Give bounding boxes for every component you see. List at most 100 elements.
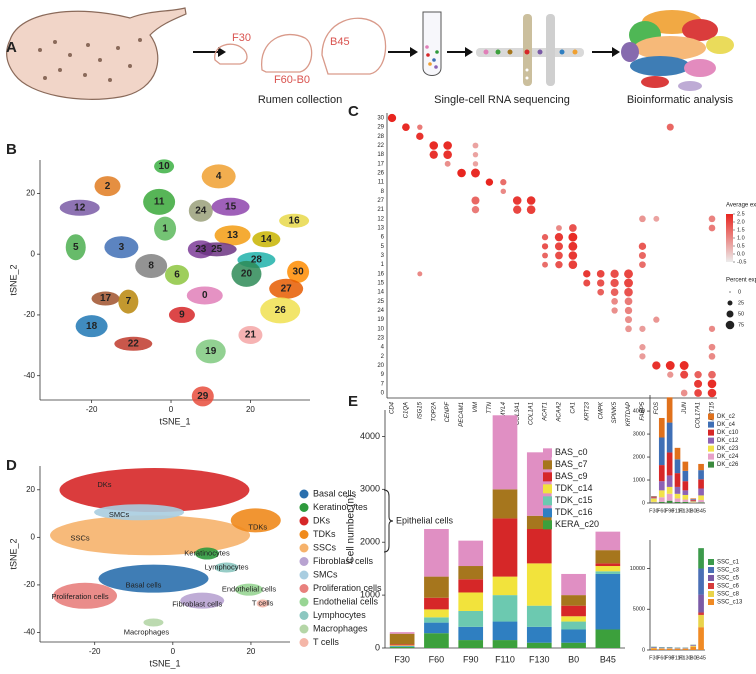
y-tick-label: 4000 bbox=[633, 409, 645, 415]
bar-segment bbox=[698, 502, 704, 503]
gene-label: COL3A1 bbox=[515, 402, 521, 425]
cell-cloud bbox=[214, 562, 239, 573]
bar-segment bbox=[424, 597, 449, 610]
legend-swatch bbox=[299, 530, 309, 539]
row-label: 16 bbox=[377, 271, 384, 277]
bar-segment bbox=[651, 501, 657, 503]
y-tick-label: 2000 bbox=[633, 454, 645, 460]
legend-swatch bbox=[299, 557, 309, 566]
calf-b45 bbox=[321, 17, 387, 75]
bar-segment bbox=[658, 497, 665, 502]
step-label: Single-cell RNA sequencing bbox=[434, 94, 570, 106]
dot bbox=[500, 179, 507, 186]
bar-segment bbox=[526, 529, 552, 564]
dot bbox=[472, 142, 479, 149]
dot bbox=[471, 168, 480, 178]
bar-segment bbox=[424, 617, 449, 623]
gene-label: MYL4 bbox=[501, 401, 507, 417]
row-label: 26 bbox=[377, 171, 384, 177]
cell-type-label: SMCs bbox=[109, 510, 130, 519]
dot bbox=[639, 353, 646, 360]
bar-segment bbox=[458, 566, 484, 580]
legend-swatch bbox=[543, 460, 552, 470]
legend-label: DK_c10 bbox=[717, 430, 739, 436]
gene-label: FOS bbox=[654, 402, 660, 414]
color-bar bbox=[726, 214, 733, 262]
legend-label: Fibroblast cells bbox=[313, 556, 374, 566]
legend-swatch bbox=[708, 575, 714, 581]
dot bbox=[555, 260, 563, 269]
y-tick-label: -40 bbox=[23, 628, 35, 637]
bar-segment bbox=[424, 529, 449, 577]
legend-swatch bbox=[299, 503, 309, 512]
bar-segment bbox=[595, 629, 621, 648]
bar-segment bbox=[658, 417, 665, 438]
droplets bbox=[483, 49, 578, 80]
cluster-cloud bbox=[104, 236, 139, 259]
size-swatch bbox=[727, 300, 733, 306]
y-tick-label: 0 bbox=[642, 500, 645, 506]
y-tick-label: 0 bbox=[31, 249, 36, 258]
channel bbox=[546, 14, 555, 86]
legend-swatch bbox=[543, 484, 552, 494]
y-tick-label: 10000 bbox=[630, 566, 645, 572]
dot bbox=[624, 287, 633, 297]
row-label: 3 bbox=[381, 253, 385, 259]
dot bbox=[707, 388, 717, 398]
cell-cloud bbox=[143, 618, 164, 627]
cluster-label: 2 bbox=[105, 181, 111, 192]
dot bbox=[597, 288, 605, 296]
x-tick-label: F90 bbox=[665, 508, 674, 514]
dot bbox=[554, 233, 564, 242]
gene-label: CMPK bbox=[598, 401, 604, 419]
row-label: 29 bbox=[377, 125, 384, 131]
cluster-label: 9 bbox=[179, 310, 185, 321]
y-tick-label: 2000 bbox=[360, 537, 380, 547]
bar-segment bbox=[674, 493, 681, 499]
dot bbox=[471, 196, 480, 205]
bar-segment bbox=[674, 486, 681, 494]
legend-label: DK_c4 bbox=[717, 422, 736, 428]
bar-segment bbox=[595, 571, 621, 574]
x-tick-label: B0 bbox=[690, 655, 697, 661]
x-tick-label: F30 bbox=[649, 655, 658, 661]
cluster-thumbnail bbox=[621, 10, 734, 91]
dot bbox=[513, 205, 522, 214]
bar-segment bbox=[458, 640, 484, 648]
y-tick-label: 3000 bbox=[360, 484, 380, 494]
cluster-cloud bbox=[154, 216, 177, 241]
gene-label: COL1A1 bbox=[529, 402, 535, 425]
dot bbox=[429, 150, 438, 159]
legend-label: SSC_c6 bbox=[717, 584, 740, 590]
cell-cloud bbox=[94, 504, 185, 521]
cluster-label: 1 bbox=[162, 223, 168, 234]
legend-label: SSC_c13 bbox=[717, 600, 743, 606]
legend-swatch bbox=[299, 543, 309, 553]
cluster-cloud bbox=[195, 339, 226, 364]
row-label: 17 bbox=[377, 161, 384, 167]
x-tick-label: F60 bbox=[657, 508, 666, 514]
dot bbox=[625, 316, 633, 324]
row-label: 15 bbox=[377, 281, 384, 287]
legend-swatch bbox=[708, 453, 714, 460]
dot bbox=[653, 316, 660, 323]
bar-segment bbox=[651, 497, 657, 498]
dot bbox=[472, 151, 479, 158]
dot bbox=[653, 215, 660, 222]
dot bbox=[596, 269, 605, 278]
bar-segment bbox=[666, 486, 673, 494]
legend-swatch bbox=[299, 638, 309, 647]
color-tick-label: 2.0 bbox=[737, 219, 745, 225]
bar-segment bbox=[658, 490, 665, 498]
bar-segment bbox=[492, 640, 518, 648]
dot bbox=[526, 205, 536, 214]
legend-label: TDK_c16 bbox=[555, 507, 593, 517]
legend-label: KERA_c20 bbox=[555, 519, 599, 529]
cluster-label: 30 bbox=[293, 266, 305, 277]
legend-label: DK_c2 bbox=[717, 414, 736, 420]
legend-swatch bbox=[543, 508, 552, 518]
bar-segment bbox=[561, 621, 586, 630]
legend-label: BAS_c9 bbox=[555, 471, 588, 481]
bar-segment bbox=[682, 481, 689, 491]
gene-label: TOP2A bbox=[431, 402, 437, 422]
